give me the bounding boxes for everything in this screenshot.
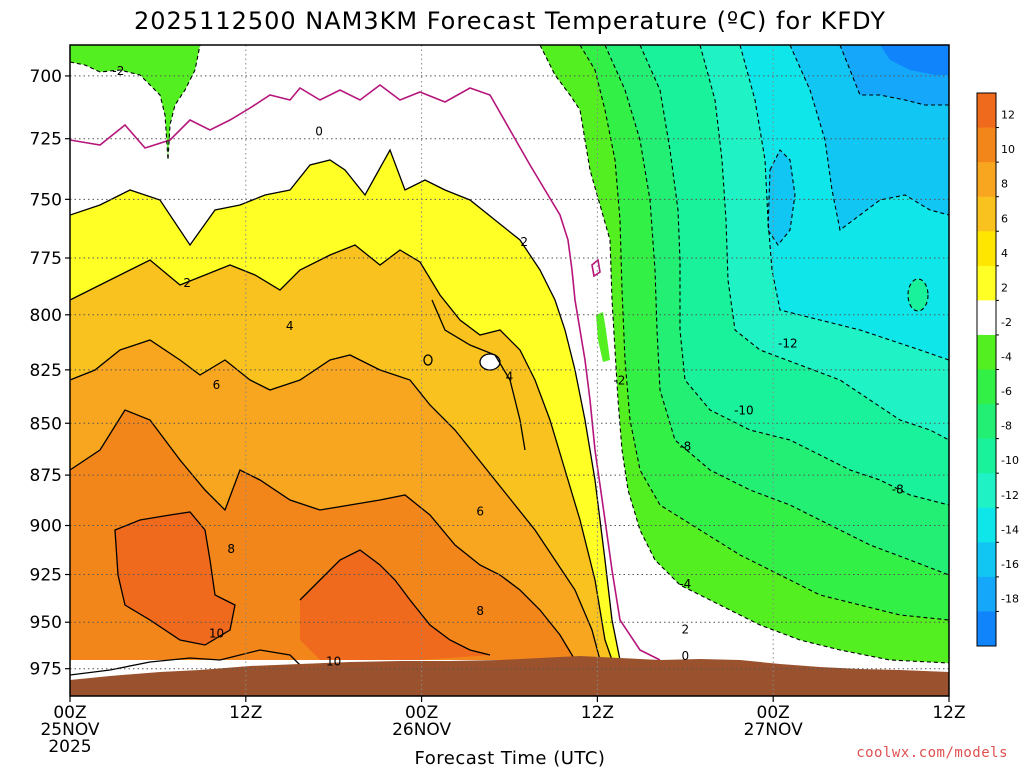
contour-label-0: -2 <box>112 64 124 78</box>
y-tick-label-900: 900 <box>30 517 62 537</box>
terrain <box>70 656 949 696</box>
pocket-minus14-to-minus16 <box>768 150 795 245</box>
colorbar-swatch-0 <box>977 93 996 129</box>
colorbar-swatch-12 <box>977 507 996 543</box>
contour-label-4: 4 <box>286 319 294 333</box>
contours-positive <box>70 148 621 676</box>
y-tick-label-975: 975 <box>30 660 62 680</box>
x-tick-label-h24-0: 00Z <box>405 703 438 723</box>
y-tick-label-850: 850 <box>30 414 62 434</box>
patch-green-upper-left <box>70 45 200 160</box>
y-tick-label-750: 750 <box>30 190 62 210</box>
colorbar-label-9: -8 <box>1001 420 1012 433</box>
contour-label-7: 6 <box>476 505 484 519</box>
y-tick-label-825: 825 <box>30 361 62 381</box>
plot-frame <box>69 44 950 697</box>
pocket-white <box>480 354 500 370</box>
contour-label-12: -2 <box>613 374 625 388</box>
colorbar-label-4: 4 <box>1001 247 1008 260</box>
x-tick-label-h48-1: 27NOV <box>744 720 803 740</box>
colorbar-label-6: -2 <box>1001 316 1012 329</box>
colorbar-swatch-9 <box>977 404 996 440</box>
credit-text: coolwx.com/models <box>856 745 1008 761</box>
colorbar-label-0: 12 <box>1001 109 1015 122</box>
colorbar-label-13: -16 <box>1001 558 1019 571</box>
colorbar-swatch-1 <box>977 127 996 163</box>
band-above-10-west <box>115 512 235 645</box>
x-tick-label-h24-1: 26NOV <box>392 720 451 740</box>
x-tick-label-h0-1: 25NOV <box>40 720 99 740</box>
contour-label-8: 8 <box>227 542 235 556</box>
contour-label-6: 6 <box>213 378 221 392</box>
colorbar-swatch-15 <box>977 611 996 647</box>
contour-label-19: -8 <box>892 482 904 496</box>
y-tick-label-775: 775 <box>30 249 62 269</box>
grid <box>70 45 949 696</box>
colorbar-label-11: -12 <box>1001 489 1019 502</box>
pocket-minus10 <box>908 279 928 311</box>
colorbar-label-7: -4 <box>1001 351 1012 364</box>
colorbar-label-14: -18 <box>1001 592 1019 605</box>
colorbar-swatch-2 <box>977 162 996 198</box>
contour-label-1: 0 <box>315 124 323 138</box>
x-axis-label: Forecast Time (UTC) <box>415 748 606 768</box>
colorbar-legend: 12 10 8 6 4 2 -2 -4 -6 -8 -10 -12 -14 -16 -18 <box>976 92 1019 647</box>
y-tick-label-950: 950 <box>30 613 62 633</box>
patch-green-mid <box>596 312 610 362</box>
y-tick-label-925: 925 <box>30 566 62 586</box>
y-tick-label-800: 800 <box>30 306 62 326</box>
contour-zero <box>70 84 661 661</box>
colorbar-label-10: -10 <box>1001 454 1019 467</box>
colorbar-swatch-4 <box>977 231 996 267</box>
y-tick-label-700: 700 <box>30 67 62 87</box>
contour-labels: -2 0 2 2 4 4 6 6 8 8 10 10 -2 0 2 -4 -8 -10 -12 -8 <box>112 64 904 669</box>
y-tick-label-875: 875 <box>30 466 62 486</box>
colorbar-swatch-14 <box>977 576 996 612</box>
contour-label-15: -4 <box>679 577 691 591</box>
colorbar-swatch-7 <box>977 334 996 370</box>
pocket-yellow <box>424 355 432 365</box>
colorbar-swatch-8 <box>977 369 996 405</box>
contour-label-16: -8 <box>679 439 691 453</box>
page-title: 2025112500 NAM3KM Forecast Temperature (… <box>134 7 886 35</box>
colorbar-swatch-6 <box>977 300 996 336</box>
colorbar-swatch-11 <box>977 473 996 509</box>
contour-label-13: 0 <box>681 649 689 663</box>
band-above-10-center <box>300 550 490 660</box>
colorbar-label-5: 2 <box>1001 281 1008 294</box>
contour-label-17: -10 <box>734 404 754 418</box>
contour-label-3: 2 <box>520 235 528 249</box>
contour-label-11: 10 <box>326 654 341 668</box>
contour-label-9: 8 <box>476 604 484 618</box>
colorbar-label-1: 10 <box>1001 143 1015 156</box>
contour-label-18: -12 <box>778 337 798 351</box>
x-tick-label-h0-2: 2025 <box>48 737 91 757</box>
colorbar-label-8: -6 <box>1001 385 1012 398</box>
plot-area: -2 0 2 2 4 4 6 6 8 8 10 10 -2 0 2 -4 -8 -10 -12 -8 <box>70 45 949 696</box>
colorbar-label-3: 6 <box>1001 212 1008 225</box>
x-tick-label-h12-0: 12Z <box>229 703 262 723</box>
contour-label-10: 10 <box>209 626 224 640</box>
x-tick-label-h36-0: 12Z <box>581 703 614 723</box>
colorbar-label-12: -14 <box>1001 523 1019 536</box>
contour-label-14: 2 <box>681 623 689 637</box>
x-tick-label-h0-0: 00Z <box>53 703 86 723</box>
contour-label-2: 2 <box>183 276 191 290</box>
colorbar-swatch-3 <box>977 196 996 232</box>
band-below-minus18 <box>880 45 949 75</box>
colorbar-label-2: 8 <box>1001 178 1008 191</box>
y-tick-label-725: 725 <box>30 130 62 150</box>
y-axis: 700 725 750 775 800 825 850 875 900 925 950 975 <box>30 67 70 680</box>
contour-label-5: 4 <box>506 369 514 383</box>
colorbar-swatch-5 <box>977 265 996 301</box>
x-tick-label-h60-0: 12Z <box>932 703 965 723</box>
x-tick-label-h48-0: 00Z <box>757 703 790 723</box>
colorbar-swatch-10 <box>977 438 996 474</box>
colorbar-swatch-13 <box>977 542 996 578</box>
